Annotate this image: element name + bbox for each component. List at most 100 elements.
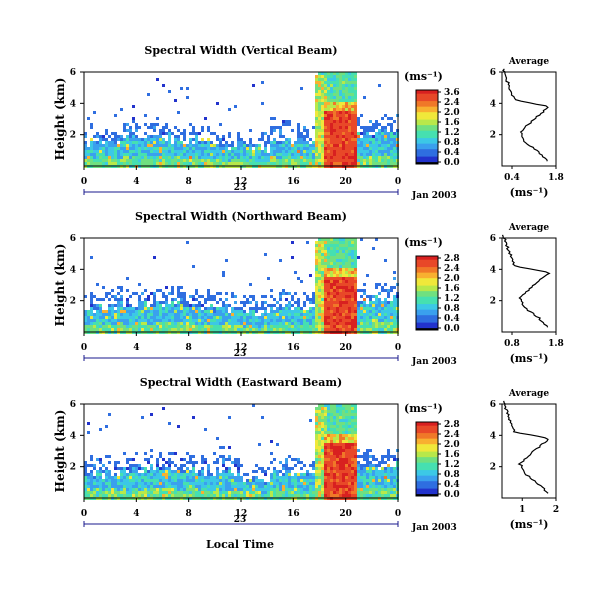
heatmap-cell bbox=[279, 461, 282, 464]
heatmap-cell bbox=[153, 319, 156, 322]
heatmap-cell bbox=[132, 464, 135, 467]
heatmap-cell bbox=[375, 328, 378, 331]
heatmap-cell bbox=[393, 482, 396, 485]
heatmap-cell bbox=[345, 446, 348, 449]
heatmap-cell bbox=[246, 144, 249, 147]
heatmap-cell bbox=[282, 289, 285, 292]
heatmap-cell bbox=[273, 310, 276, 313]
heatmap-cell bbox=[255, 322, 258, 325]
heatmap-cell bbox=[102, 316, 105, 319]
heatmap-cell bbox=[264, 307, 267, 310]
heatmap-cell bbox=[153, 141, 156, 144]
heatmap-cell bbox=[360, 328, 363, 331]
heatmap-cell bbox=[111, 488, 114, 491]
heatmap-cell bbox=[342, 482, 345, 485]
heatmap-cell bbox=[183, 153, 186, 156]
heatmap-cell bbox=[318, 99, 321, 102]
heatmap-cell bbox=[96, 153, 99, 156]
heatmap-cell bbox=[324, 455, 327, 458]
heatmap-cell bbox=[318, 485, 321, 488]
heatmap-cell bbox=[165, 313, 168, 316]
heatmap-cell bbox=[354, 413, 357, 416]
heatmap-cell bbox=[348, 280, 351, 283]
heatmap-cell bbox=[369, 494, 372, 497]
heatmap-cell bbox=[351, 147, 354, 150]
heatmap-cell bbox=[393, 319, 396, 322]
heatmap-cell bbox=[339, 141, 342, 144]
heatmap-cell bbox=[315, 147, 318, 150]
y-tick-label: 4 bbox=[70, 431, 76, 441]
heatmap-cell bbox=[351, 319, 354, 322]
heatmap-cell bbox=[150, 449, 153, 452]
heatmap-cell bbox=[387, 132, 390, 135]
heatmap-cell bbox=[222, 488, 225, 491]
heatmap-cell bbox=[330, 467, 333, 470]
heatmap-cell bbox=[351, 467, 354, 470]
heatmap-cell bbox=[180, 458, 183, 461]
heatmap-cell bbox=[129, 307, 132, 310]
profile-curve bbox=[502, 68, 549, 162]
heatmap-cell bbox=[234, 156, 237, 159]
heatmap-cell bbox=[330, 150, 333, 153]
heatmap-cell bbox=[351, 102, 354, 105]
heatmap-cell bbox=[141, 316, 144, 319]
heatmap-cell bbox=[156, 322, 159, 325]
heatmap-cell bbox=[150, 153, 153, 156]
heatmap-cell bbox=[234, 479, 237, 482]
colorbar-segment bbox=[416, 422, 438, 425]
heatmap-cell bbox=[393, 286, 396, 289]
heatmap-cell bbox=[342, 283, 345, 286]
heatmap-cell bbox=[273, 313, 276, 316]
heatmap-cell bbox=[234, 313, 237, 316]
heatmap-cell bbox=[354, 277, 357, 280]
heatmap-cell bbox=[246, 156, 249, 159]
heatmap-cell bbox=[312, 162, 315, 165]
heatmap-cell bbox=[189, 458, 192, 461]
heatmap-cell bbox=[102, 298, 105, 301]
heatmap-cell bbox=[144, 322, 147, 325]
heatmap-cell bbox=[360, 482, 363, 485]
heatmap-cell bbox=[195, 316, 198, 319]
heatmap-cell bbox=[312, 485, 315, 488]
heatmap-cell bbox=[309, 485, 312, 488]
colorbar-segment bbox=[416, 475, 438, 478]
heatmap-cell bbox=[150, 147, 153, 150]
heatmap-cell bbox=[354, 271, 357, 274]
heatmap-cell bbox=[153, 298, 156, 301]
heatmap-cell bbox=[114, 322, 117, 325]
heatmap-cell bbox=[387, 476, 390, 479]
heatmap-cell bbox=[348, 72, 351, 75]
heatmap-cell bbox=[294, 494, 297, 497]
heatmap-cell bbox=[324, 310, 327, 313]
heatmap-cell bbox=[105, 156, 108, 159]
heatmap-cell bbox=[225, 159, 228, 162]
heatmap-cell bbox=[327, 156, 330, 159]
heatmap-cell bbox=[192, 473, 195, 476]
heatmap-cell bbox=[384, 461, 387, 464]
heatmap-cell bbox=[369, 138, 372, 141]
heatmap-cell bbox=[243, 141, 246, 144]
colorbar-segment bbox=[416, 151, 438, 154]
heatmap-cell bbox=[372, 470, 375, 473]
heatmap-cell bbox=[318, 419, 321, 422]
heatmap-cell bbox=[390, 485, 393, 488]
heatmap-cell bbox=[387, 458, 390, 461]
heatmap-cell bbox=[165, 144, 168, 147]
heatmap-cell bbox=[333, 135, 336, 138]
heatmap-cell bbox=[102, 159, 105, 162]
heatmap-cell bbox=[345, 301, 348, 304]
heatmap-cell bbox=[153, 310, 156, 313]
heatmap-cell bbox=[213, 147, 216, 150]
heatmap-cell bbox=[216, 328, 219, 331]
heatmap-cell bbox=[306, 141, 309, 144]
heatmap-cell bbox=[147, 491, 150, 494]
colorbar-segment bbox=[416, 90, 438, 93]
heatmap-cell bbox=[378, 147, 381, 150]
heatmap-cell bbox=[180, 153, 183, 156]
heatmap-cell bbox=[384, 310, 387, 313]
heatmap-cell bbox=[390, 159, 393, 162]
heatmap-cell bbox=[198, 328, 201, 331]
heatmap-cell bbox=[306, 479, 309, 482]
heatmap-cell bbox=[183, 150, 186, 153]
heatmap-cell bbox=[327, 458, 330, 461]
